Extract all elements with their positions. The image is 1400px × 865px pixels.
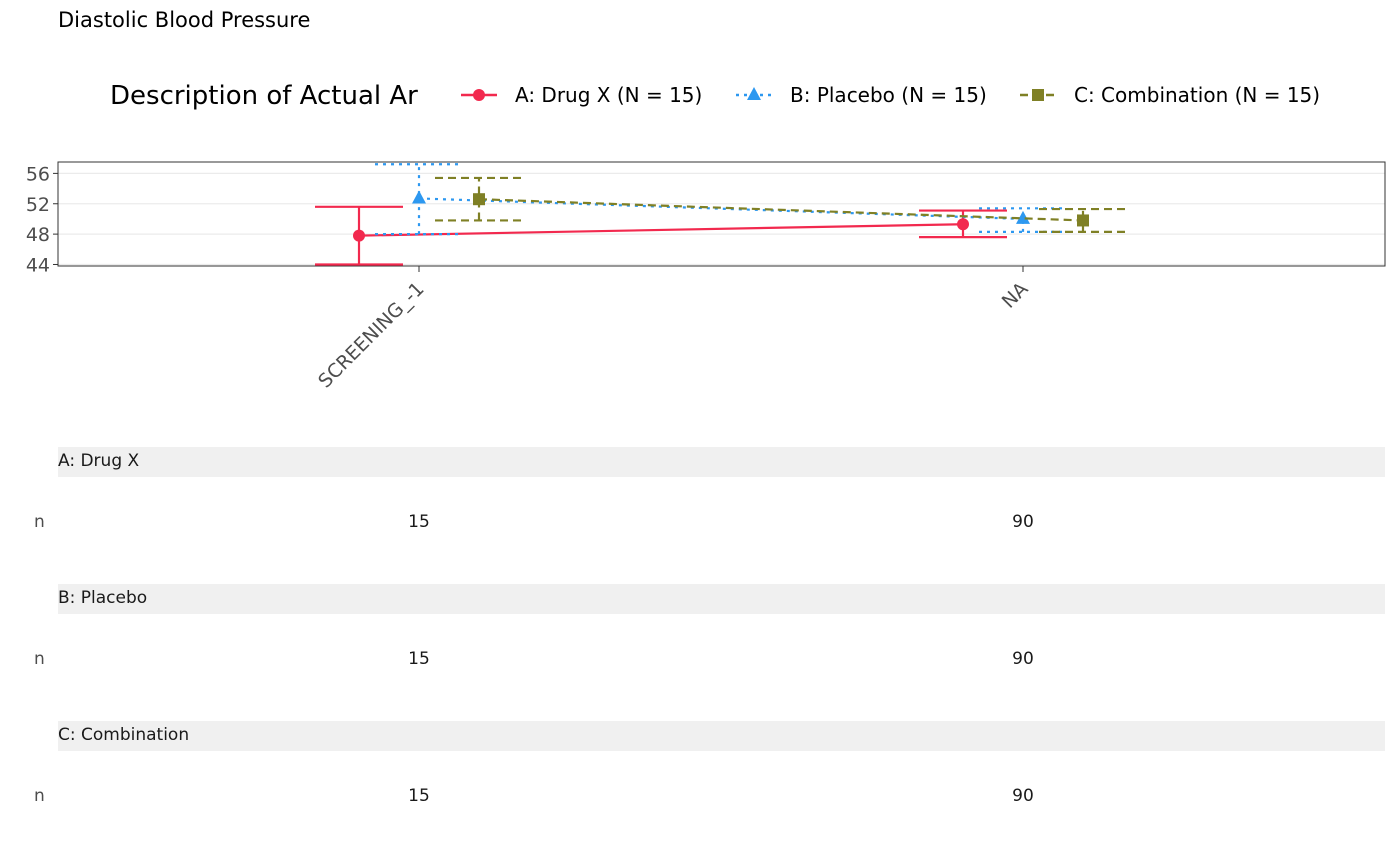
legend: Description of Actual Ar A: Drug X (N = 1… <box>110 81 1320 111</box>
table-row-label: n <box>34 649 45 669</box>
table-row-label: n <box>34 786 45 806</box>
table-group-label: C: Combination <box>58 725 190 745</box>
table-cell: 15 <box>408 649 430 669</box>
y-tick-label: 52 <box>26 194 50 216</box>
panel-border <box>57 161 1386 267</box>
series-line <box>478 198 1084 222</box>
chart-title: Diastolic Blood Pressure <box>58 8 311 32</box>
chart-area: Description of Actual Ar A: Drug X (N = 1… <box>26 81 1386 392</box>
y-tick-label: 56 <box>26 163 50 185</box>
legend-key-marker <box>473 89 485 101</box>
table-group-strip: C: Combination <box>58 721 1385 751</box>
table-cell: 90 <box>1012 786 1034 806</box>
data-point <box>1016 210 1030 224</box>
table-row-label: n <box>34 512 45 532</box>
series-line <box>418 197 1024 221</box>
x-tick-label: SCREENING_-1 <box>314 278 428 392</box>
legend-title: Description of Actual Ar <box>110 81 418 111</box>
series-line <box>358 223 964 237</box>
data-point <box>353 229 365 242</box>
legend-key-marker <box>747 87 761 100</box>
legend-entry: A: Drug X (N = 15) <box>515 83 702 107</box>
table-group-label: A: Drug X <box>58 451 140 471</box>
table-cell: 90 <box>1012 512 1034 532</box>
y-tick-label: 48 <box>26 224 50 246</box>
table-group-strip: B: Placebo <box>58 584 1385 614</box>
legend-key-marker <box>1032 89 1044 101</box>
plot-panel: 44 48 52 56 SCREENING_-1 NA <box>26 161 1386 392</box>
series-1 <box>315 205 1007 266</box>
y-tick-label: 44 <box>26 254 50 276</box>
x-tick-label: NA <box>998 278 1033 313</box>
legend-entry: C: Combination (N = 15) <box>1074 83 1320 107</box>
series-3 <box>435 176 1127 233</box>
table-group-strip: A: Drug X <box>58 447 1385 477</box>
data-point <box>957 218 969 231</box>
legend-entry: B: Placebo (N = 15) <box>790 83 987 107</box>
table-group-label: B: Placebo <box>58 588 148 608</box>
table-cell: 15 <box>408 512 430 532</box>
data-point <box>412 190 426 204</box>
table-cell: 90 <box>1012 649 1034 669</box>
table-cell: 15 <box>408 786 430 806</box>
data-point <box>473 193 485 206</box>
data-point <box>1077 214 1089 227</box>
